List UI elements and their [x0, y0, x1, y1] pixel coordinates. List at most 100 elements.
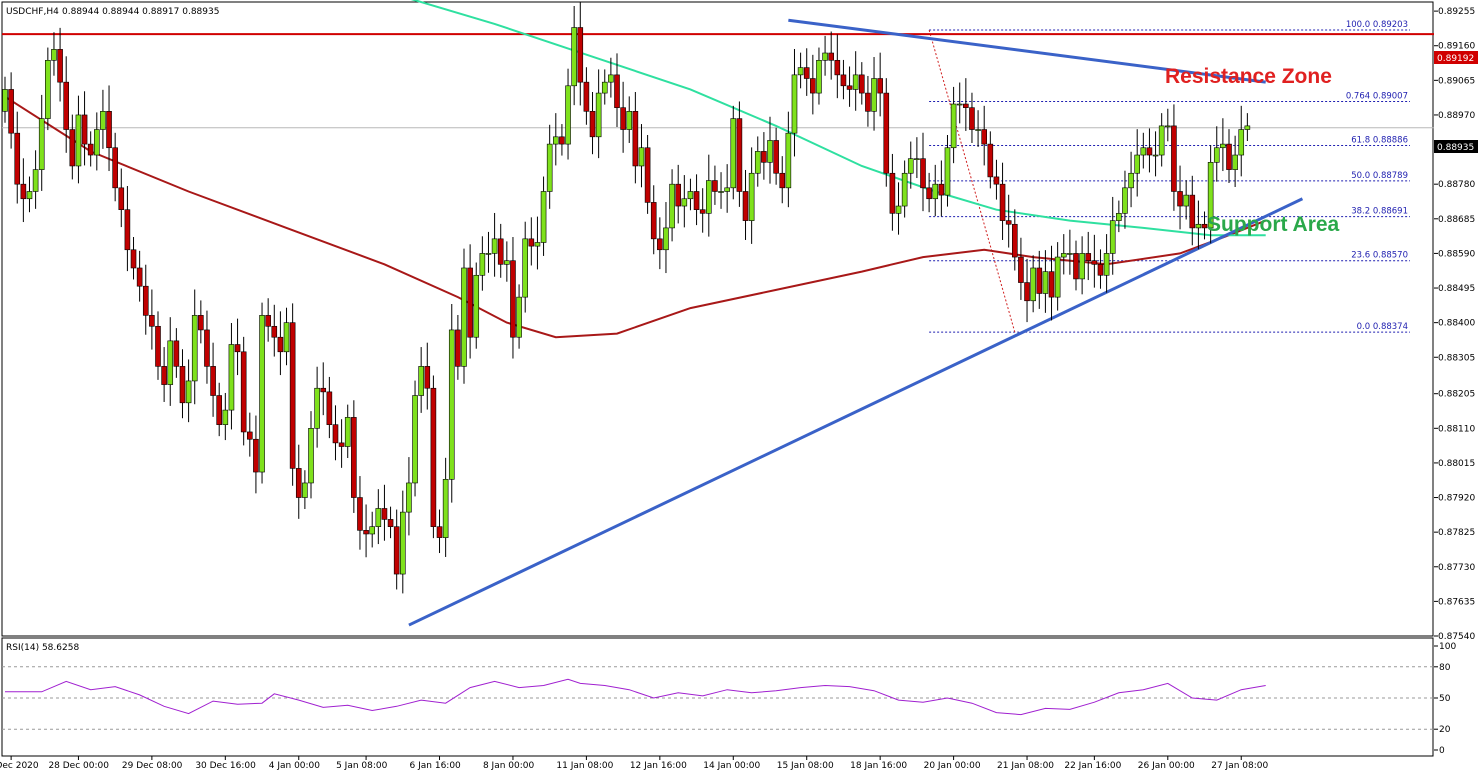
- candle-body: [136, 267, 143, 287]
- header-ohlc: 0.88944 0.88944 0.88917 0.88935: [62, 7, 219, 17]
- fib-level-label: 23.6 0.88570: [1351, 251, 1408, 261]
- candle-body: [1024, 282, 1030, 302]
- x-tick-label: 23 Dec 2020: [0, 761, 39, 771]
- candle-body: [907, 158, 914, 174]
- candle-body: [338, 442, 345, 447]
- candle-body: [485, 253, 492, 255]
- candle-body: [1140, 147, 1147, 156]
- candle-body: [497, 238, 504, 265]
- candle-body: [20, 183, 27, 200]
- main-plot-frame: [1, 1, 1434, 637]
- candle-body: [124, 209, 131, 251]
- candle-body: [45, 59, 51, 119]
- candle-body: [479, 253, 486, 276]
- candle-body: [179, 366, 186, 404]
- candle-body: [1165, 125, 1171, 128]
- x-tick-label: 5 Jan 08:00: [336, 761, 388, 771]
- resistance-price-label: 0.89192: [1437, 54, 1474, 64]
- candle-body: [308, 428, 314, 484]
- candle-body: [442, 479, 449, 538]
- y-tick-label: 0.87635: [1438, 597, 1475, 607]
- candle-body: [920, 158, 926, 189]
- rsi-plot-frame: [1, 637, 1434, 757]
- fib-level-label: 50.0 0.88789: [1351, 171, 1408, 181]
- x-tick-label: 26 Jan 00:00: [1138, 761, 1195, 771]
- candle-body: [289, 322, 296, 469]
- candle-body: [332, 424, 339, 444]
- x-tick-label: 4 Jan 00:00: [269, 761, 321, 771]
- candle-body: [663, 227, 669, 251]
- candle-body: [748, 172, 755, 221]
- candle-body: [779, 172, 786, 189]
- candle-body: [1079, 253, 1085, 280]
- candle-body: [871, 78, 877, 112]
- candle-body: [901, 172, 908, 207]
- y-tick-label: 0.87825: [1438, 528, 1475, 538]
- x-tick-label: 6 Jan 16:00: [410, 761, 462, 771]
- candle-body: [926, 187, 932, 200]
- y-tick-label: 0.88305: [1438, 353, 1475, 363]
- rsi-header: RSI(14) 58.6258: [6, 643, 79, 653]
- y-tick-label: 0.88780: [1438, 180, 1475, 190]
- candle-body: [210, 366, 216, 396]
- candle-body: [1158, 125, 1165, 156]
- candle-body: [510, 260, 516, 338]
- candle-body: [412, 395, 418, 484]
- resistance-zone-label: Resistance Zone: [1165, 65, 1332, 88]
- candle-body: [191, 315, 198, 382]
- candle-body: [265, 315, 271, 327]
- candle-body: [228, 344, 235, 411]
- candle-body: [693, 191, 700, 210]
- candle-body: [534, 242, 541, 247]
- candle-body: [1213, 147, 1220, 163]
- candles-layer: [2, 1, 1251, 594]
- x-tick-label: 27 Jan 08:00: [1211, 761, 1268, 771]
- rsi-line: [5, 678, 1266, 716]
- y-tick-label: 0.89255: [1438, 7, 1475, 17]
- fib-level-label: 61.8 0.88886: [1351, 136, 1408, 146]
- candle-body: [932, 183, 939, 200]
- candle-body: [626, 111, 633, 130]
- candle-body: [852, 74, 859, 90]
- fibonacci-layer: 100.0 0.89203 0.764 0.89007 61.8 0.88886 50…: [928, 20, 1410, 333]
- candle-body: [650, 202, 657, 240]
- candle-body: [259, 315, 265, 473]
- candle-body: [326, 391, 333, 425]
- candle-body: [1085, 253, 1092, 262]
- candle-body: [1122, 187, 1128, 214]
- candle-body: [1146, 147, 1153, 156]
- candle-body: [797, 67, 804, 76]
- candle-body: [167, 340, 174, 385]
- candle-body: [461, 267, 467, 367]
- candle-body: [473, 274, 480, 338]
- candle-body: [828, 52, 835, 61]
- candle-body: [999, 183, 1006, 221]
- candle-body: [344, 417, 351, 447]
- candle-body: [705, 180, 712, 214]
- candle-body: [895, 205, 902, 214]
- candle-body: [142, 285, 149, 316]
- candle-body: [1238, 129, 1245, 156]
- candle-body: [620, 107, 626, 130]
- candle-body: [528, 238, 535, 247]
- rsi-tick-label: 50: [1439, 694, 1451, 704]
- header-symbol: USDCHF,H4: [6, 7, 59, 17]
- candle-body: [1128, 172, 1134, 189]
- candle-body: [1183, 194, 1189, 207]
- candle-body: [418, 366, 424, 396]
- rsi-tick-label: 80: [1439, 663, 1451, 673]
- candle-body: [1048, 271, 1055, 298]
- candle-body: [589, 111, 596, 138]
- candle-body: [669, 183, 675, 229]
- candle-body: [75, 114, 82, 167]
- candle-body: [198, 315, 204, 331]
- candle-body: [546, 143, 553, 192]
- candle-body: [614, 74, 620, 108]
- candle-body: [1067, 253, 1073, 255]
- candle-body: [1060, 253, 1067, 258]
- candle-body: [234, 344, 241, 353]
- x-tick-label: 11 Jan 08:00: [556, 761, 613, 771]
- candle-body: [381, 508, 388, 520]
- candle-body: [283, 322, 290, 353]
